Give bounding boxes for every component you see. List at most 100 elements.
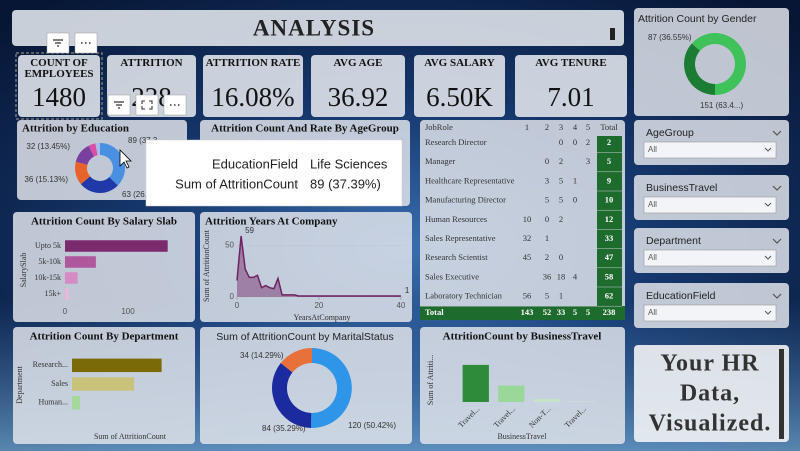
kpi-value: 36.92 (328, 82, 389, 112)
donut-slice (271, 363, 312, 428)
column-header: 3 (559, 122, 563, 132)
x-tick-label: 0 (63, 307, 68, 316)
total-cell: 62 (605, 291, 614, 301)
x-axis-label: BusinessTravel (497, 432, 547, 441)
slicer-collapse[interactable] (772, 130, 782, 136)
chart-panel (420, 327, 625, 444)
slicer-dropdown[interactable] (643, 141, 777, 159)
table-cell: 0 (545, 214, 549, 224)
column-header: 5 (586, 122, 590, 132)
data-label: 120 (50.42%) (348, 421, 396, 430)
kpi-label-box: AVG TENURE (535, 58, 606, 69)
table-cell: 10 (523, 214, 532, 224)
y-tick-label: Upto 5k (35, 241, 61, 250)
table-cell: 0 (559, 137, 563, 147)
y-tick-label: 10k-15k (34, 273, 61, 282)
table-cell: 2 (545, 252, 549, 262)
bar (72, 377, 134, 391)
bar (65, 256, 96, 268)
x-tick-label: 20 (314, 301, 323, 310)
data-label: 87 (36.55%) (648, 33, 692, 42)
kpi-card (18, 55, 100, 117)
page-title: ANALYSIS (253, 15, 375, 40)
table-cell: 5 (545, 195, 549, 205)
donut-slice (74, 161, 91, 185)
bar (65, 288, 69, 300)
dropdown-chevron[interactable] (764, 310, 772, 315)
bar (72, 395, 81, 410)
slicer-collapse[interactable] (772, 185, 782, 191)
dropdown-chevron[interactable] (764, 147, 772, 152)
total-cell: 9 (607, 175, 611, 185)
slicer-dropdown[interactable] (643, 196, 777, 214)
total-cell: 10 (605, 195, 614, 205)
table-cell: 0 (573, 137, 577, 147)
toolbar-button[interactable] (135, 94, 159, 116)
slicer-label: Department (646, 235, 701, 247)
total-cell: 2 (607, 137, 611, 147)
dropdown-chevron[interactable] (764, 255, 772, 260)
bar (65, 240, 168, 252)
table-cell: 0 (545, 156, 549, 166)
tagline-line: Your HR (660, 351, 759, 377)
table-cell: 5 (559, 195, 563, 205)
slicer-label: BusinessTravel (646, 182, 717, 194)
donut-slice (88, 143, 98, 157)
table-cell: 45 (523, 252, 532, 262)
tooltip-value: Life Sciences (310, 156, 388, 171)
donut-slice (691, 33, 747, 95)
table-cell: 2 (559, 214, 563, 224)
table-cell: Research Director (425, 137, 487, 147)
donut-slice (100, 143, 125, 186)
y-tick-label: 50 (225, 240, 234, 249)
x-axis-label: YearsAtCompany (294, 313, 351, 322)
total-cell: 47 (605, 252, 614, 262)
table-cell: Manufacturing Director (425, 195, 506, 205)
table-cell: 56 (523, 291, 532, 301)
total-row (420, 306, 625, 320)
slicer-dropdown[interactable] (643, 249, 777, 267)
kpi-card (515, 55, 627, 117)
slicer-collapse[interactable] (772, 293, 782, 299)
table-cell: 3 (545, 175, 549, 185)
kpi-label-box: COUNT OF EMPLOYEES (24, 58, 93, 80)
total-cell: 5 (586, 307, 590, 317)
slicer-dropdown[interactable] (643, 304, 777, 322)
table-cell: Human Resources (425, 214, 487, 224)
total-cell: 238 (603, 307, 616, 317)
column-header: 1 (525, 122, 529, 132)
tagline-line: Data, (680, 381, 740, 407)
tooltip (145, 139, 403, 207)
table-cell: 1 (559, 291, 563, 301)
data-label: 36 (15.13%) (24, 175, 68, 184)
cursor (119, 149, 132, 169)
table-cell: 0 (559, 252, 563, 262)
data-label: 1 (405, 286, 410, 295)
table-cell: 5 (545, 291, 549, 301)
x-tick-label: 0 (235, 301, 240, 310)
filter-icon (114, 101, 124, 109)
chart-title: Attrition Years At Company (205, 216, 338, 228)
tooltip-key: Sum of AttritionCount (175, 176, 298, 191)
tagline-panel (634, 345, 789, 442)
y-tick-label: Research... (33, 360, 68, 369)
slicer-collapse[interactable] (772, 238, 782, 244)
column-header: 4 (573, 122, 578, 132)
total-cell: 52 (543, 307, 552, 317)
table-panel (420, 120, 625, 320)
kpi-label: ATTRITION (120, 58, 183, 69)
title-panel (12, 10, 624, 46)
dropdown-chevron[interactable] (764, 202, 772, 207)
donut-slice (280, 348, 312, 373)
donut-slice (75, 145, 95, 165)
donut-slice (95, 143, 100, 156)
table-cell: 0 (573, 195, 577, 205)
chart-title: Attrition Count And Rate By AgeGroup (211, 123, 399, 135)
data-label: 151 (63.4...) (700, 101, 743, 110)
y-axis-label: Department (15, 365, 24, 404)
kpi-label: AVG AGE (333, 58, 383, 69)
table-cell: Research Scientist (425, 252, 488, 262)
table-cell: Sales Representative (425, 233, 496, 243)
x-tick-label: 40 (396, 301, 405, 310)
slicer-value: All (648, 200, 657, 209)
